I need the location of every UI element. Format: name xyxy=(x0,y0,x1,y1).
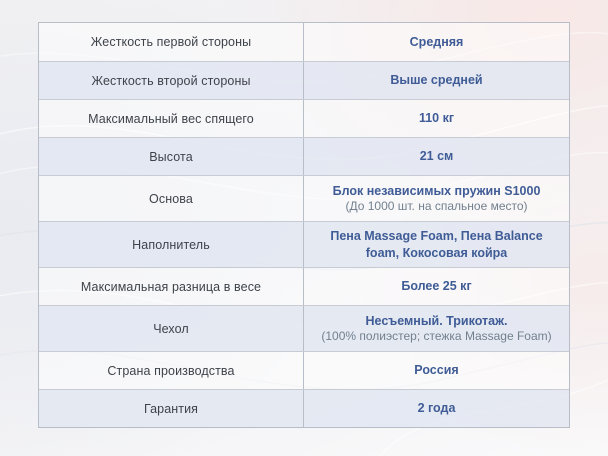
table-row-height: Высота 21 см xyxy=(39,137,569,175)
table-row-country: Страна производства Россия xyxy=(39,351,569,389)
spec-value-text: 110 кг xyxy=(418,111,455,126)
spec-value: Россия xyxy=(304,352,569,389)
spec-label: Гарантия xyxy=(39,390,304,427)
spec-value-text: Пена Massage Foam, Пена Balance foam, Ко… xyxy=(330,229,543,260)
spec-value-text: Блок независимых пружин S1000 xyxy=(332,183,541,198)
spec-value-text: Более 25 кг xyxy=(401,279,472,294)
table-row-base: Основа Блок независимых пружин S1000 (До… xyxy=(39,175,569,221)
spec-label: Жесткость первой стороны xyxy=(39,23,304,61)
spec-value: Несъемный. Трикотаж. (100% полиэстер; ст… xyxy=(304,306,569,351)
table-row-firmness-side2: Жесткость второй стороны Выше средней xyxy=(39,61,569,99)
table-row-max-weight: Максимальный вес спящего 110 кг xyxy=(39,99,569,137)
spec-value-text: Выше средней xyxy=(390,73,483,88)
table-row-max-weight-difference: Максимальная разница в весе Более 25 кг xyxy=(39,267,569,305)
spec-value-text: 21 см xyxy=(419,149,454,164)
spec-value: Более 25 кг xyxy=(304,268,569,305)
spec-label: Высота xyxy=(39,138,304,175)
spec-label: Чехол xyxy=(39,306,304,351)
spec-value-text: Средняя xyxy=(409,34,464,49)
spec-label: Жесткость второй стороны xyxy=(39,62,304,99)
spec-value: Средняя xyxy=(304,23,569,61)
table-row-firmness-side1: Жесткость первой стороны Средняя xyxy=(39,23,569,61)
spec-value-note: (До 1000 шт. на спальное место) xyxy=(345,198,528,213)
spec-value: 110 кг xyxy=(304,100,569,137)
spec-value-text: Россия xyxy=(414,363,459,378)
spec-label: Основа xyxy=(39,176,304,221)
spec-value-text: 2 года xyxy=(417,401,456,416)
spec-label: Страна производства xyxy=(39,352,304,389)
specs-table: Жесткость первой стороны Средняя Жесткос… xyxy=(38,22,570,428)
table-row-warranty: Гарантия 2 года xyxy=(39,389,569,427)
spec-value: 2 года xyxy=(304,390,569,427)
spec-label: Максимальный вес спящего xyxy=(39,100,304,137)
spec-label: Наполнитель xyxy=(39,222,304,267)
spec-value: Выше средней xyxy=(304,62,569,99)
spec-value: 21 см xyxy=(304,138,569,175)
table-row-cover: Чехол Несъемный. Трикотаж. (100% полиэст… xyxy=(39,305,569,351)
spec-value: Пена Massage Foam, Пена Balance foam, Ко… xyxy=(304,222,569,267)
spec-value-text: Несъемный. Трикотаж. xyxy=(365,313,508,328)
spec-label: Максимальная разница в весе xyxy=(39,268,304,305)
spec-value-note: (100% полиэстер; стежка Massage Foam) xyxy=(321,328,552,343)
table-row-filler: Наполнитель Пена Massage Foam, Пена Bala… xyxy=(39,221,569,267)
spec-value: Блок независимых пружин S1000 (До 1000 ш… xyxy=(304,176,569,221)
